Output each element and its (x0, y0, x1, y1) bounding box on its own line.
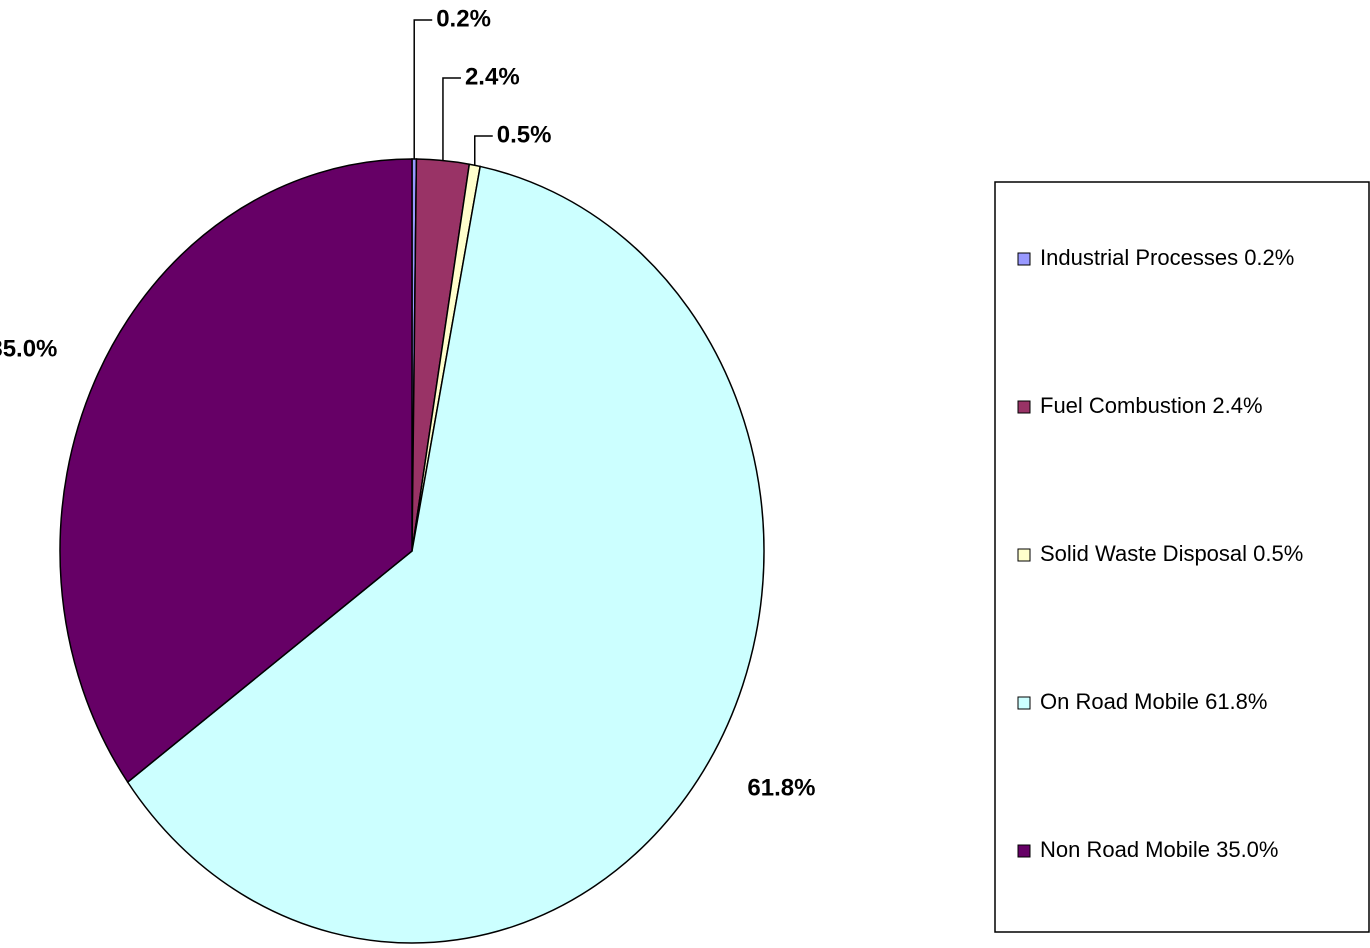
legend-label: Industrial Processes 0.2% (1040, 245, 1294, 270)
pie-slice (126, 165, 765, 944)
legend-swatch (1017, 696, 1031, 710)
leader-line (474, 135, 493, 166)
value-label: 2.4% (465, 63, 520, 90)
legend-swatch (1017, 252, 1031, 266)
leader-line (413, 19, 433, 160)
legend-box (994, 181, 1370, 933)
value-label: 61.8% (747, 774, 815, 801)
legend-label: Non Road Mobile 35.0% (1040, 837, 1278, 862)
legend-swatch (1017, 844, 1031, 858)
legend-label: Solid Waste Disposal 0.5% (1040, 541, 1303, 566)
legend-swatch (1017, 400, 1031, 414)
value-label: 35.0% (0, 336, 57, 363)
pie-slice (59, 158, 413, 784)
value-label: 0.2% (436, 5, 491, 32)
leader-line (442, 77, 461, 161)
legend-label: Fuel Combustion 2.4% (1040, 393, 1263, 418)
legend-swatch (1017, 548, 1031, 562)
value-label: 0.5% (497, 121, 552, 148)
legend-label: On Road Mobile 61.8% (1040, 689, 1267, 714)
